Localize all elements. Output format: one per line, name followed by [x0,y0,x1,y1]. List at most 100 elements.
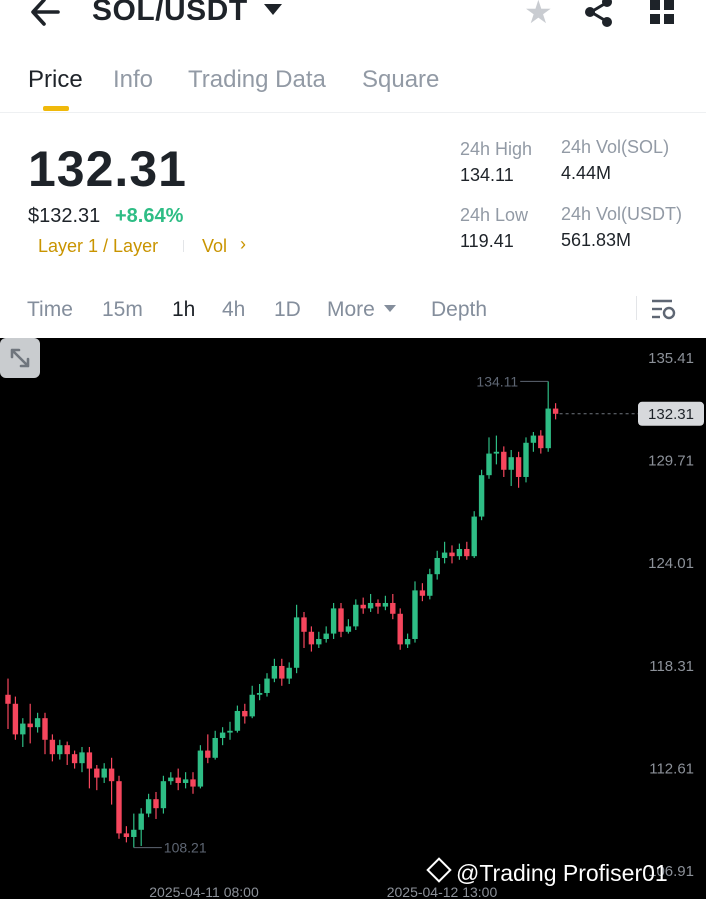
candle-body [301,617,307,632]
tab-price[interactable]: Price [28,66,83,93]
timeframe-15m[interactable]: 15m [102,298,143,321]
candle-body [456,548,463,557]
watermark: @Trading Profiser01 [426,857,668,887]
y-tick-label: 129.71 [648,453,694,470]
candle-body [323,633,329,639]
candle-body [197,750,204,787]
timeframe-more[interactable]: More [327,298,375,321]
chart-canvas[interactable]: 135.41 129.71 124.01 118.31 112.61 106.91 2025… [0,338,706,899]
timeframe-1h[interactable]: 1h [172,298,196,321]
candle-body [338,608,344,632]
tab-square[interactable]: Square [362,66,440,93]
high-value: 134.11 [460,165,514,185]
candle-body [212,737,218,758]
expand-icon[interactable] [0,338,40,378]
star-icon[interactable]: ★ [524,0,553,30]
candle-body [279,665,285,679]
x-tick-label: 2025-04-11 08:00 [149,884,259,899]
share-icon[interactable] [582,0,616,28]
tab-info[interactable]: Info [113,66,154,93]
y-tick-label: 118.31 [649,658,694,675]
candle-body [57,745,63,755]
candle-body [464,548,470,557]
vol-sol-label: 24h Vol(SOL) [561,137,670,157]
candle-body [153,799,159,809]
candle-body [249,694,255,717]
candle-body [108,768,115,782]
candle-body [367,602,374,609]
chart-settings-icon[interactable] [650,297,676,321]
pair-title[interactable]: SOL/USDT [92,0,248,27]
timeframe-1d[interactable]: 1D [274,298,301,321]
candle-body [20,723,26,735]
current-price-badge [638,401,704,426]
watermark-text: @Trading Profiser01 [456,860,668,886]
candle-body [79,752,85,764]
candle-body [419,590,426,596]
top-bar: SOL/USDT ★ [0,0,706,50]
binance-logo-icon [426,857,452,883]
candle-body [123,833,130,837]
candle-body [449,552,455,557]
category-tag[interactable]: Layer 1 / Layer [38,236,159,256]
candle-body [412,590,418,639]
chevron-right-icon[interactable]: › [240,234,246,254]
candle-body [308,631,315,645]
back-arrow-icon[interactable] [28,0,68,30]
timeframe-divider [636,296,637,320]
candle-body [271,665,278,679]
candle-body [242,710,248,717]
candle-body [545,408,551,449]
low-marker-label: 108.21 [164,840,207,856]
tab-trading-data[interactable]: Trading Data [188,66,326,93]
vol-sol-value: 4.44M [561,163,612,183]
candle-body [131,829,137,837]
candle-body [160,781,167,809]
candle-body [5,694,11,704]
candle-body [360,604,366,609]
candlestick-chart[interactable]: 135.41 129.71 124.01 118.31 112.61 106.91 2025… [0,338,706,899]
candle-body [316,638,322,645]
candle-body [27,723,33,728]
candle-body [345,626,352,632]
candle-body [486,453,492,476]
timeframe-time[interactable]: Time [27,298,73,321]
candle-body [523,442,529,477]
x-tick-label: 2025-04-12 13:00 [387,884,498,899]
candle-body [64,745,70,755]
candle-body [12,703,19,735]
grid-menu-icon[interactable] [648,0,676,26]
candle-body [404,638,411,645]
chevron-down-icon[interactable] [264,4,282,15]
candle-body [441,552,448,558]
candle-body [227,730,233,733]
candle-body [205,750,211,758]
candle-body [71,754,78,764]
candle-body [353,604,359,627]
tag-divider [183,240,184,252]
candle-body [145,799,152,814]
candle-body [382,602,389,607]
y-tick-label: 135.41 [648,350,694,367]
high-label: 24h High [460,139,533,159]
timeframe-4h[interactable]: 4h [222,298,246,321]
candle-body [515,457,522,477]
candle-body [390,602,396,614]
candle-body [286,667,292,679]
candle-body [375,602,381,607]
more-caret-icon[interactable] [384,305,396,312]
candle-body [175,777,181,783]
vol-usdt-value: 561.83M [561,230,632,250]
candle-body [34,718,41,728]
candle-body [42,718,48,740]
vol-tag[interactable]: Vol [202,236,228,256]
candle-body [293,617,300,668]
candle-body [256,692,263,695]
candle-body [434,557,440,575]
candle-body [182,779,189,783]
y-tick-label: 124.01 [648,555,694,572]
candle-body [264,678,270,693]
candle-body [94,768,100,778]
candle-body [138,813,144,830]
timeframe-depth[interactable]: Depth [431,298,488,321]
